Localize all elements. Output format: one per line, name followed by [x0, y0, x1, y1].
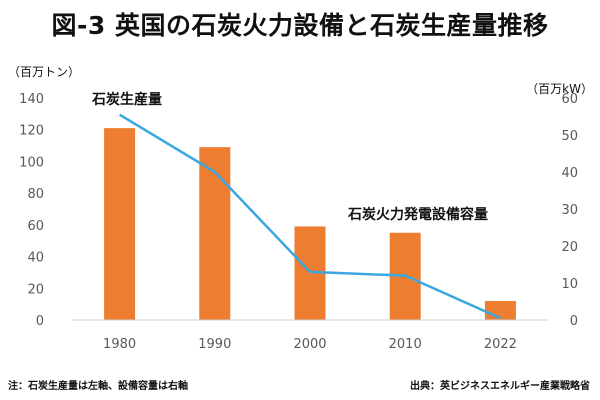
left-tick-label: 100 — [19, 155, 44, 170]
x-tick-label: 1980 — [103, 337, 136, 352]
bar-1990 — [199, 147, 231, 320]
source-note: 出典：英ビジネスエネルギー産業戦略省 — [410, 381, 590, 392]
x-tick-label: 1990 — [198, 337, 231, 352]
left-axis-unit: （百万トン） — [8, 65, 80, 79]
line-series-label: 石炭火力発電設備容量 — [347, 206, 488, 223]
x-tick-label: 2010 — [389, 337, 422, 352]
left-axis-ticks: 0 20 40 60 80 100 120 140 — [19, 92, 44, 329]
right-tick-label: 50 — [561, 129, 578, 144]
footnote: 注：石炭生産量は左軸、設備容量は右軸 — [8, 381, 188, 392]
left-tick-label: 60 — [27, 219, 44, 234]
bar-1980 — [104, 128, 136, 320]
right-axis-ticks: 0 10 20 30 40 50 60 — [561, 92, 578, 329]
chart-title: 図-3 英国の石炭火力設備と石炭生産量推移 — [51, 11, 549, 40]
x-axis-ticks: 1980 1990 2000 2010 2022 — [103, 337, 517, 352]
right-tick-label: 30 — [561, 203, 578, 218]
left-tick-label: 0 — [36, 314, 44, 329]
left-tick-label: 40 — [27, 251, 44, 266]
right-tick-label: 10 — [561, 277, 578, 292]
bar-series — [104, 128, 516, 320]
bar-series-label: 石炭生産量 — [91, 91, 162, 108]
right-tick-label: 40 — [561, 166, 578, 181]
left-tick-label: 80 — [27, 187, 44, 202]
right-tick-label: 20 — [561, 240, 578, 255]
x-tick-label: 2000 — [293, 337, 326, 352]
line-series — [118, 113, 501, 320]
right-tick-label: 0 — [570, 314, 578, 329]
left-tick-label: 20 — [27, 282, 44, 297]
left-tick-label: 140 — [19, 92, 44, 107]
right-axis-unit: （百万kW） — [526, 82, 593, 96]
left-tick-label: 120 — [19, 124, 44, 139]
right-tick-label: 60 — [561, 92, 578, 107]
x-tick-label: 2022 — [484, 337, 517, 352]
